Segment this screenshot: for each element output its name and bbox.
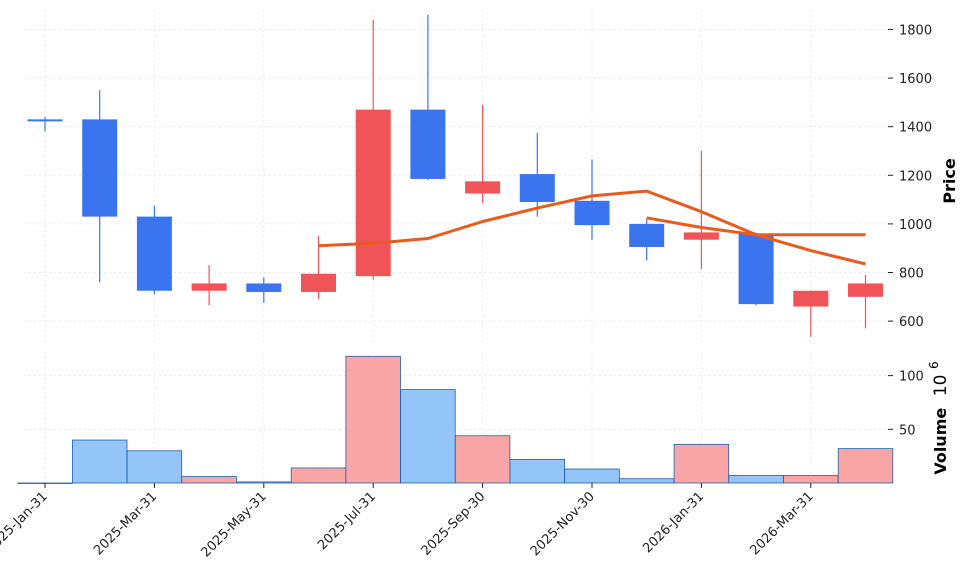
candle-body bbox=[136, 216, 172, 291]
candle-body bbox=[629, 223, 665, 247]
volume-bar bbox=[783, 475, 839, 484]
volume-bar bbox=[72, 439, 128, 484]
volume-bar bbox=[236, 481, 292, 484]
price-tick-label: 1000 bbox=[899, 218, 932, 233]
x-tick-label: 2025-May-31 bbox=[198, 489, 269, 560]
candle-body bbox=[410, 109, 446, 179]
volume-bar bbox=[400, 389, 456, 484]
x-tick-label: 2025-Jul-31 bbox=[315, 489, 379, 553]
candle-body bbox=[738, 233, 774, 305]
volume-bar bbox=[673, 443, 730, 484]
x-tick-label: 2025-Sep-30 bbox=[419, 489, 489, 559]
x-tick-label: 2025-Mar-31 bbox=[91, 489, 160, 558]
price-tick-label: 1800 bbox=[899, 23, 932, 38]
volume-bar bbox=[837, 448, 894, 484]
volume-bar bbox=[345, 355, 401, 484]
candle-body bbox=[246, 283, 282, 292]
moving-average-line bbox=[318, 189, 866, 266]
price-tick-label: 1600 bbox=[899, 72, 932, 87]
volume-bar bbox=[564, 468, 620, 484]
candle-body bbox=[793, 290, 829, 307]
candle-body bbox=[519, 174, 555, 203]
candle-body bbox=[683, 232, 719, 240]
volume-tick-label: 50 bbox=[899, 423, 916, 438]
volume-bar bbox=[290, 467, 347, 484]
volume-bar bbox=[454, 435, 511, 484]
candle-body bbox=[27, 119, 63, 122]
price-tick-label: 600 bbox=[899, 315, 924, 330]
moving-average-lines bbox=[318, 189, 866, 266]
x-tick-label: 2026-Mar-31 bbox=[748, 489, 817, 558]
price-axis-title: Price bbox=[940, 158, 959, 204]
volume-bar bbox=[181, 476, 237, 484]
volume-axis-multiplier: 10 bbox=[931, 375, 951, 397]
candle-body bbox=[355, 109, 391, 277]
volume-bar bbox=[728, 475, 784, 484]
candle-body bbox=[574, 200, 610, 226]
volume-bar bbox=[126, 450, 183, 484]
volume-bar bbox=[509, 458, 565, 484]
candle-body bbox=[301, 273, 336, 292]
volume-axis-title: Volume 10 6 bbox=[927, 361, 951, 474]
price-candles bbox=[27, 14, 883, 337]
moving-average-line bbox=[646, 216, 866, 237]
x-tick-label: 2026-Jan-31 bbox=[640, 489, 707, 556]
candle-body bbox=[848, 283, 883, 297]
x-tick-label: 2025-Jan-31 bbox=[0, 489, 51, 556]
candle-body bbox=[465, 181, 501, 194]
volume-axis-exponent: 6 bbox=[927, 361, 941, 369]
x-tick-label: 2025-Nov-30 bbox=[528, 489, 598, 559]
candle-body bbox=[82, 119, 118, 217]
volume-bars bbox=[17, 355, 894, 484]
volume-bar bbox=[619, 478, 675, 484]
volume-axis-label: Volume bbox=[931, 408, 950, 475]
price-tick-label: 800 bbox=[899, 267, 924, 282]
price-tick-label: 1400 bbox=[899, 121, 932, 136]
volume-tick-label: 100 bbox=[899, 370, 924, 385]
candle-body bbox=[191, 283, 227, 291]
price-tick-label: 1200 bbox=[899, 169, 932, 184]
